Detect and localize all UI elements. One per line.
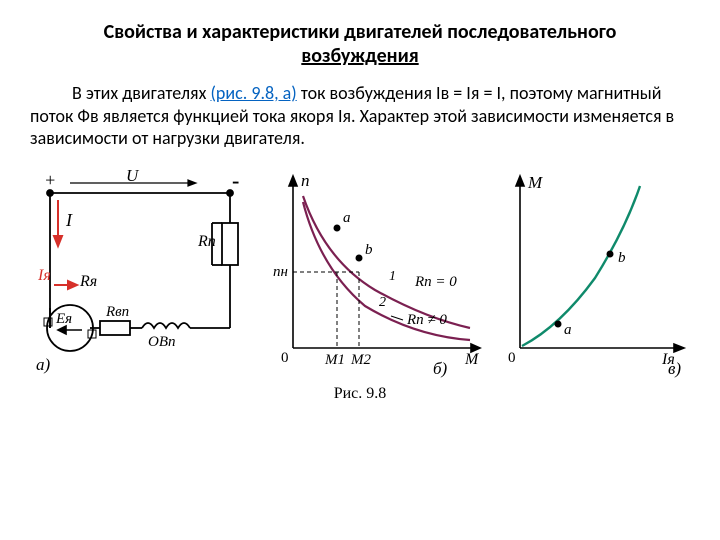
svg-text:n: n xyxy=(301,171,310,190)
svg-text:Iя: Iя xyxy=(37,267,51,284)
figure-caption: Рис. 9.8 xyxy=(30,385,690,403)
svg-text:Rвп: Rвп xyxy=(105,304,129,320)
svg-text:Rп ≠ 0: Rп ≠ 0 xyxy=(406,312,447,328)
svg-text:a: a xyxy=(343,210,351,226)
svg-text:Rп = 0: Rп = 0 xyxy=(414,274,457,290)
svg-text:+: + xyxy=(44,170,56,190)
paragraph: В этих двигателях (рис. 9.8, а) ток возб… xyxy=(30,82,690,150)
svg-text:в): в) xyxy=(668,359,681,378)
svg-text:M2: M2 xyxy=(350,352,371,368)
figure-c: M a b 0 Iя в) xyxy=(500,168,690,383)
svg-text:а): а) xyxy=(36,355,51,374)
page-title: Свойства и характеристики двигателей пос… xyxy=(30,20,690,68)
svg-text:b: b xyxy=(365,242,373,258)
svg-text:nн: nн xyxy=(273,264,288,280)
figure-b: n a b nн 1 2 Rп = 0 Rп ≠ 0 0 M1 M2 M б) xyxy=(265,168,490,383)
figures-row: + - U I Iя Rя Eя Rвп ОВп Rп а) xyxy=(30,168,690,383)
title-line-1: Свойства и характеристики двигателей пос… xyxy=(104,20,617,44)
svg-text:2: 2 xyxy=(379,295,386,310)
svg-text:б): б) xyxy=(433,359,448,378)
svg-text:Rп: Rп xyxy=(197,233,216,250)
svg-text:M: M xyxy=(527,173,543,192)
svg-text:a: a xyxy=(564,322,572,338)
svg-text:M: M xyxy=(464,351,480,368)
svg-text:Rя: Rя xyxy=(79,273,97,290)
svg-text:ОВп: ОВп xyxy=(148,334,176,350)
svg-text:1: 1 xyxy=(389,269,396,284)
svg-text:b: b xyxy=(618,250,626,266)
svg-text:0: 0 xyxy=(508,350,516,366)
para-pre: В этих двигателях xyxy=(72,82,210,104)
svg-text:M1: M1 xyxy=(324,352,345,368)
svg-text:Eя: Eя xyxy=(55,311,72,327)
svg-text:-: - xyxy=(232,168,239,193)
figure-a: + - U I Iя Rя Eя Rвп ОВп Rп а) xyxy=(30,168,255,383)
svg-text:I: I xyxy=(65,210,73,230)
svg-text:U: U xyxy=(126,168,140,185)
title-line-2: возбуждения xyxy=(301,44,418,68)
figure-link[interactable]: (рис. 9.8, а) xyxy=(210,82,296,104)
svg-text:0: 0 xyxy=(281,350,289,366)
